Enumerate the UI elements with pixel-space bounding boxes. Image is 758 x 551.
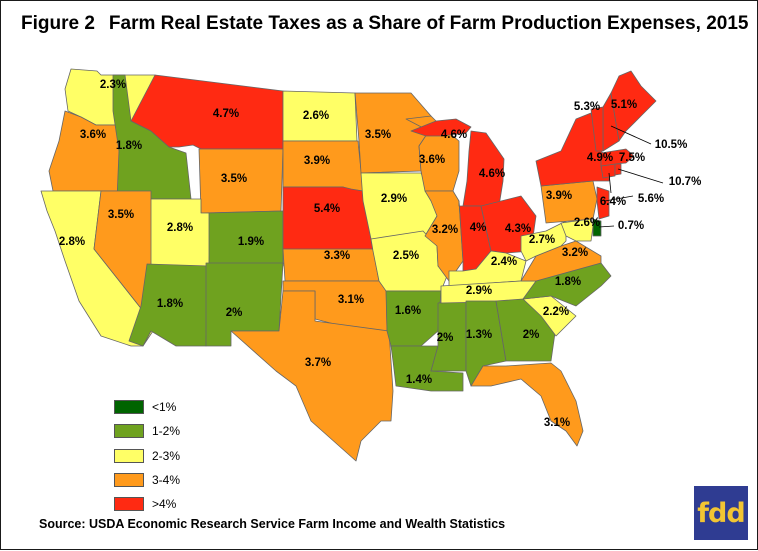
leader-line-nj [604,195,634,202]
legend-swatch [114,497,144,512]
fdd-logo: fdd [694,486,748,540]
state-label-ct: 6.4% [600,196,626,208]
state-label-va: 3.2% [562,247,588,259]
state-label-ia: 2.9% [381,193,407,205]
legend-label: >4% [152,497,177,512]
state-label-ri: 10.7% [669,176,702,188]
state-shape-wv [520,220,567,262]
state-label-md: 2.6% [574,217,600,229]
state-label-ms: 2% [437,332,454,344]
state-label-ks: 3.3% [324,250,350,262]
state-label-ca: 2.8% [59,236,85,248]
state-label-mn: 3.5% [365,129,391,141]
legend-swatch [114,473,144,488]
figure-number: Figure 2 [21,13,95,34]
state-label-tx: 3.7% [305,357,331,369]
state-label-ga: 2% [523,329,540,341]
state-shape-nj [596,186,610,220]
state-label-wv: 2.7% [529,234,555,246]
legend-label: <1% [152,400,177,415]
state-label-sd: 3.9% [304,155,330,167]
state-label-nc: 1.8% [555,276,581,288]
state-label-ma: 7.5% [619,152,645,164]
state-label-oh: 4.3% [505,223,531,235]
legend-item-1to2: 1-2% [114,419,234,443]
state-shape-id [112,74,192,200]
state-label-co: 1.9% [238,236,264,248]
legend-item-2to3: 2-3% [114,444,234,468]
state-label-nd: 2.6% [303,110,329,122]
leader-line-nh [610,125,652,145]
state-label-wy: 3.5% [221,173,247,185]
state-label-nm: 2% [226,307,243,319]
legend-label: 3-4% [152,473,181,488]
state-label-in: 4% [470,222,487,234]
state-label-sc: 2.2% [543,306,569,318]
state-label-wi: 3.6% [419,154,445,166]
state-label-tn: 2.9% [466,285,492,297]
state-label-az: 1.8% [157,298,183,310]
state-shape-il [424,190,464,282]
state-value-labels: 2.3% 3.6% 2.8% 1.8% 3.5% 4.7% 3.5% 2.8% 1.8% 1.9%… [59,79,701,429]
state-label-il: 3.2% [432,224,458,236]
state-label-ut: 2.8% [167,222,193,234]
leader-lines [598,125,664,228]
leader-line-ri [617,168,664,184]
state-shape-ne [282,186,374,252]
state-shape-nc [522,262,612,307]
state-label-nj: 5.6% [638,193,664,205]
legend-item-3to4: 3-4% [114,468,234,492]
legend-swatch [114,400,144,415]
state-label-ne: 5.4% [314,203,340,215]
legend-label: 2-3% [152,448,181,463]
state-label-pa: 3.9% [546,190,572,202]
state-shape-md [560,218,594,242]
legend: <1% 1-2% 2-3% 3-4% >4% [114,395,234,516]
state-label-mi-up: 4.6% [441,129,467,141]
figure-title-text: Farm Real Estate Taxes as a Share of Far… [108,13,749,34]
state-shape-fl [470,362,584,447]
state-shape-ar [385,290,442,347]
state-label-nv: 3.5% [108,209,134,221]
state-label-ok: 3.1% [338,294,364,306]
state-label-wa: 2.3% [100,79,126,91]
state-label-id: 1.8% [116,140,142,152]
state-label-nh: 10.5% [655,139,688,151]
state-shape-vt [590,106,604,152]
legend-swatch [114,424,144,439]
state-shape-de [592,218,602,237]
state-label-vt: 5.3% [574,101,600,113]
state-label-ar: 1.6% [395,305,421,317]
state-shape-ma [600,148,635,167]
leader-line-de [598,225,615,228]
state-label-or: 3.6% [80,129,106,141]
state-label-mo: 2.5% [393,250,419,262]
state-label-ky: 2.4% [491,256,517,268]
state-shape-me [610,70,657,142]
legend-item-gt4: >4% [114,492,234,516]
state-label-me: 5.1% [611,99,637,111]
state-label-ny: 4.9% [587,152,613,164]
state-shapes [40,68,657,462]
state-label-al: 1.3% [466,329,492,341]
state-shape-mi-up [410,118,472,137]
state-label-mi: 4.6% [479,168,505,180]
state-label-fl: 3.1% [544,417,570,429]
state-shape-tx [230,290,394,462]
legend-swatch [114,448,144,463]
legend-item-lt1: <1% [114,395,234,419]
source-note: Source: USDA Economic Research Service F… [39,517,506,531]
state-label-mt: 4.7% [213,108,239,120]
state-label-de: 0.7% [618,220,644,232]
figure-title: Figure 2 Farm Real Estate Taxes as a Shar… [21,13,749,35]
state-label-la: 1.4% [406,374,432,386]
legend-label: 1-2% [152,424,181,439]
leader-line-ct [608,172,612,194]
